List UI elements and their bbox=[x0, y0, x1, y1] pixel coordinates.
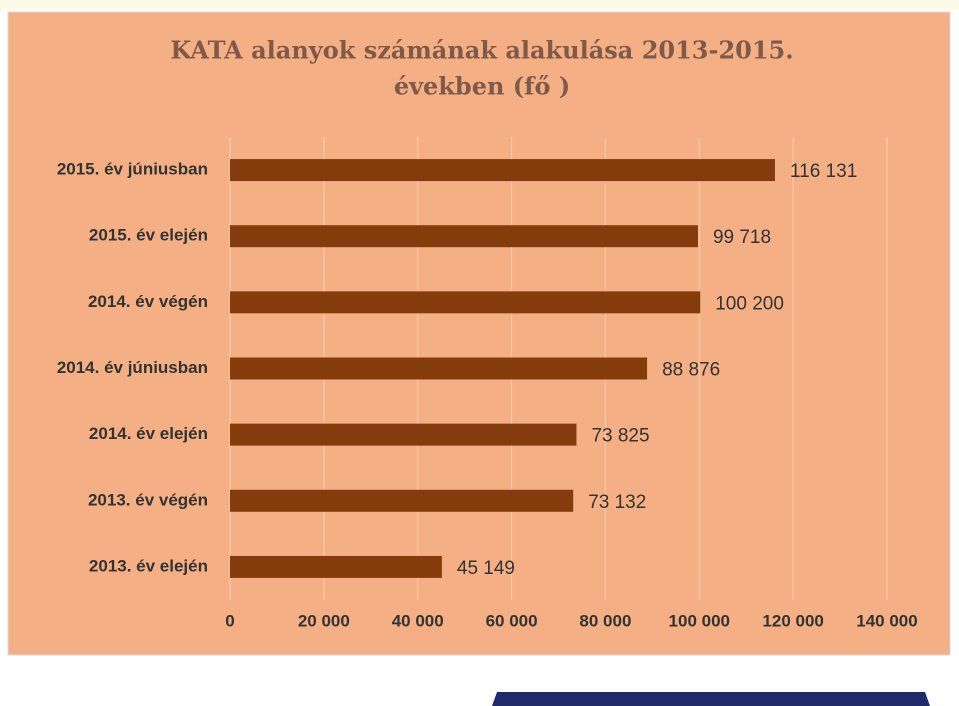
y-tick-label: 2014. év elején bbox=[89, 424, 208, 443]
bar bbox=[230, 489, 574, 512]
bar bbox=[230, 555, 442, 578]
bar bbox=[230, 159, 775, 182]
x-tick-label: 20 000 bbox=[298, 611, 350, 630]
value-label: 45 149 bbox=[457, 558, 515, 579]
value-label: 99 718 bbox=[713, 227, 771, 248]
chart-title: években (fő ) bbox=[394, 72, 570, 101]
y-tick-label: 2015. év júniusban bbox=[57, 160, 208, 179]
bar bbox=[230, 423, 577, 446]
x-tick-label: 60 000 bbox=[486, 611, 538, 630]
bar bbox=[230, 291, 701, 314]
bar bbox=[230, 357, 648, 380]
bar bbox=[230, 225, 698, 248]
value-label: 100 200 bbox=[715, 293, 784, 314]
y-tick-label: 2014. év végén bbox=[88, 292, 208, 311]
top-band bbox=[0, 0, 959, 10]
y-tick-label: 2015. év elején bbox=[89, 226, 208, 245]
x-tick-label: 100 000 bbox=[669, 611, 730, 630]
value-label: 88 876 bbox=[662, 360, 720, 381]
y-tick-label: 2013. év elején bbox=[89, 556, 208, 575]
x-tick-label: 140 000 bbox=[856, 611, 917, 630]
x-tick-label: 0 bbox=[225, 611, 234, 630]
value-label: 116 131 bbox=[790, 161, 857, 182]
value-label: 73 825 bbox=[591, 426, 649, 447]
x-tick-label: 120 000 bbox=[762, 611, 823, 630]
x-tick-label: 80 000 bbox=[579, 611, 631, 630]
decor-bar bbox=[492, 692, 930, 706]
y-tick-label: 2013. év végén bbox=[88, 490, 208, 509]
chart-title: KATA alanyok számának alakulása 2013-201… bbox=[170, 36, 793, 65]
y-tick-label: 2014. év júniusban bbox=[57, 358, 208, 377]
x-tick-label: 40 000 bbox=[392, 611, 444, 630]
value-label: 73 132 bbox=[588, 492, 646, 513]
